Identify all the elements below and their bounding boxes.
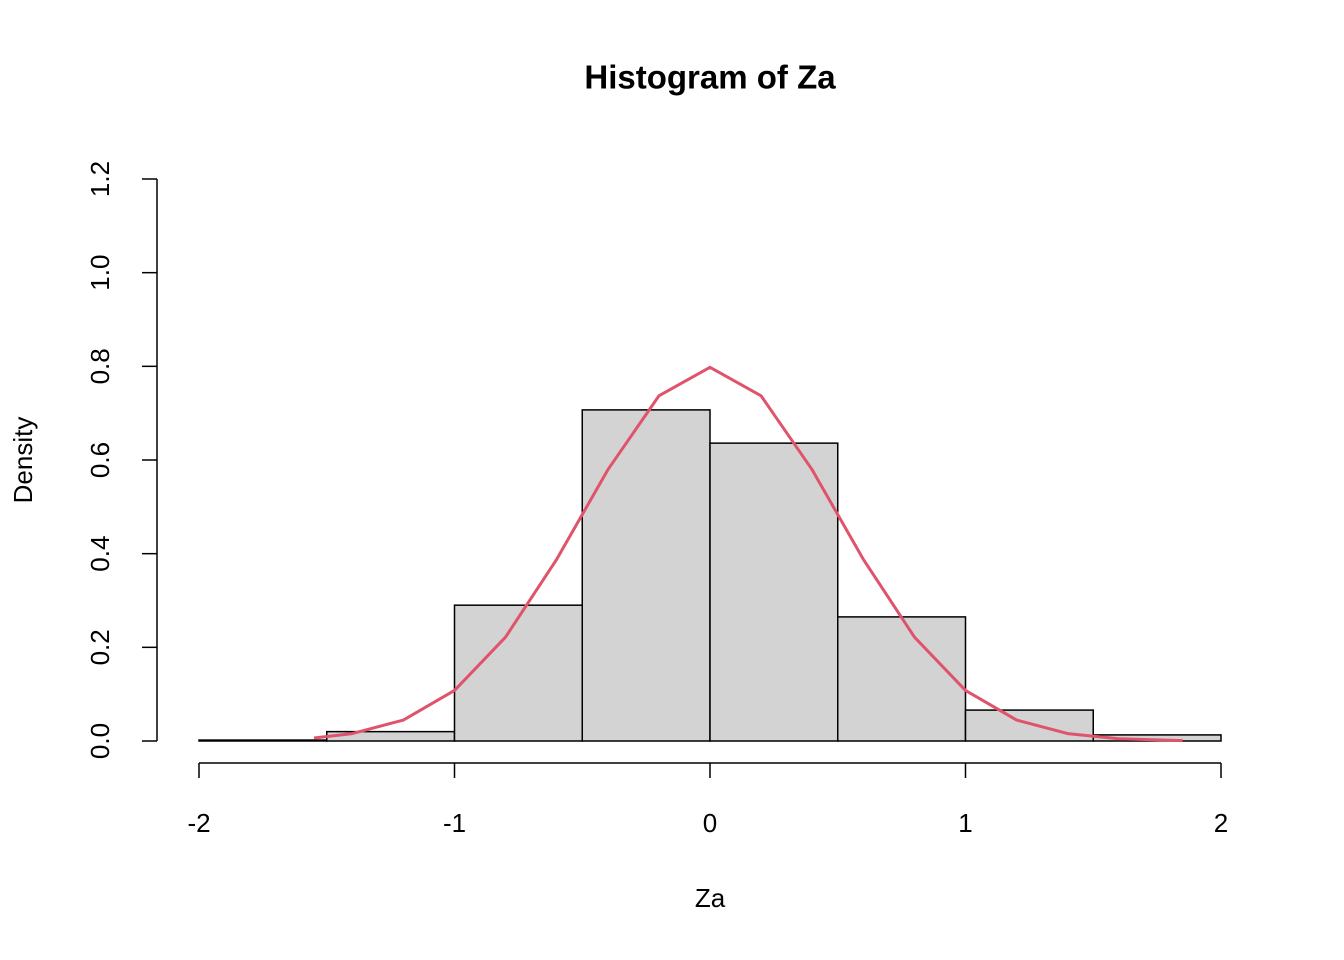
x-tick-label: 0	[703, 808, 717, 838]
bar	[709, 442, 839, 742]
y-tick-label: 1.2	[85, 161, 115, 197]
y-tick-label: 0.0	[85, 723, 115, 759]
y-tick-label: 0.2	[85, 629, 115, 665]
x-tick-label: 1	[958, 808, 972, 838]
chart-title: Histogram of Za	[584, 59, 836, 96]
bar	[581, 409, 711, 742]
y-tick-label: 1.0	[85, 255, 115, 291]
x-axis-label: Za	[695, 883, 726, 913]
x-tick-label: 2	[1214, 808, 1228, 838]
y-axis-label: Density	[8, 417, 38, 504]
y-tick-label: 0.4	[85, 536, 115, 572]
bar	[453, 604, 583, 742]
x-tick-label: -2	[187, 808, 210, 838]
bar	[198, 739, 328, 742]
bar	[837, 616, 967, 742]
density-curve	[313, 365, 1183, 743]
x-tick-label: -1	[443, 808, 466, 838]
y-tick-label: 0.6	[85, 442, 115, 478]
y-tick-label: 0.8	[85, 348, 115, 384]
bar	[964, 709, 1094, 742]
